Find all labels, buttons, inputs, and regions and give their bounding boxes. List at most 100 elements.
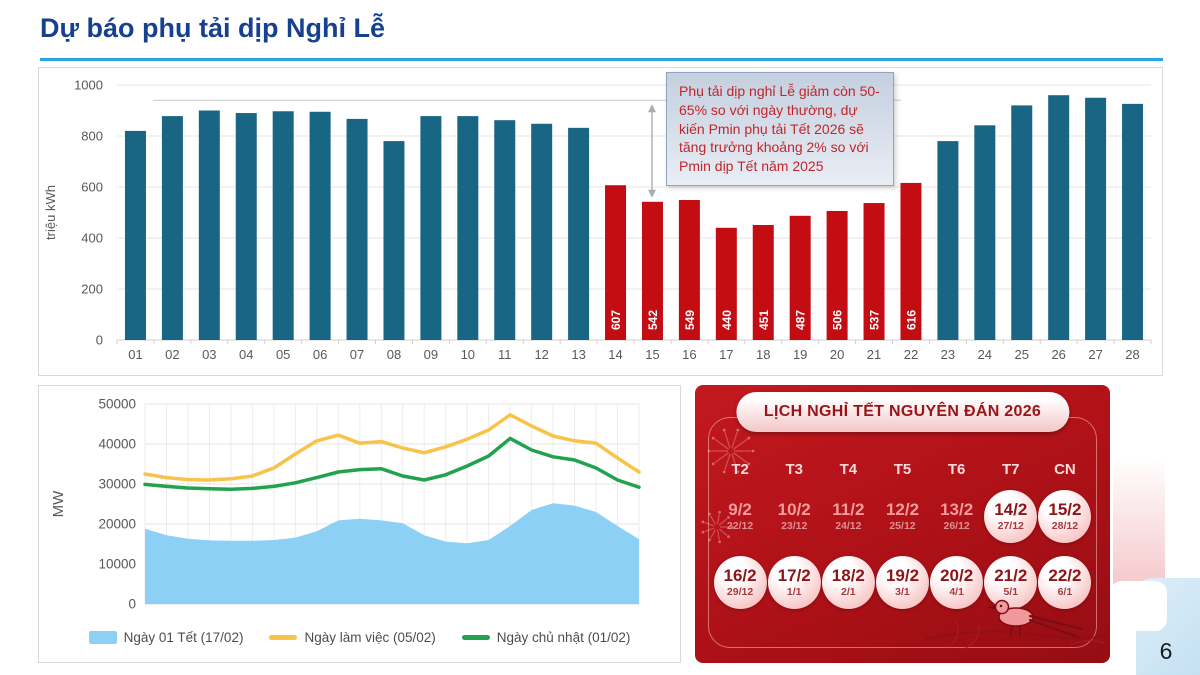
range-arrow-icon bbox=[648, 104, 656, 198]
svg-text:0: 0 bbox=[128, 597, 136, 612]
bar-28 bbox=[1122, 103, 1144, 340]
svg-text:27: 27 bbox=[1088, 347, 1102, 362]
bar-12 bbox=[531, 123, 553, 340]
chart-legend: Ngày 01 Tết (17/02) Ngày làm việc (05/02)… bbox=[39, 614, 680, 660]
bar-value-label: 542 bbox=[646, 310, 660, 330]
legend-item-0: Ngày 01 Tết (17/02) bbox=[88, 629, 244, 645]
svg-text:04: 04 bbox=[239, 347, 253, 362]
lunar-date: 4/1 bbox=[949, 585, 964, 598]
annotation-callout: Phụ tải dịp nghỉ Lễ giảm còn 50-65% so v… bbox=[666, 72, 894, 186]
day-header-t7: T7 bbox=[1002, 460, 1020, 478]
calendar-cell-11-2: 11/2 24/12 bbox=[821, 483, 875, 549]
fireworks-icon bbox=[701, 399, 772, 544]
calendar-cell-13-2: 13/2 26/12 bbox=[930, 483, 984, 549]
solar-date: 18/2 bbox=[831, 566, 865, 586]
solar-date: 17/2 bbox=[777, 566, 811, 586]
solar-date: 12/2 bbox=[885, 500, 920, 520]
lunar-date: 1/1 bbox=[786, 585, 802, 598]
bar-18 bbox=[752, 224, 774, 340]
bar-03 bbox=[198, 110, 220, 340]
day-header-t4: T4 bbox=[839, 460, 858, 478]
series-line bbox=[143, 413, 641, 482]
calendar-cell-22-2: 22/2 6/1 bbox=[1038, 549, 1092, 615]
solar-date: 16/2 bbox=[723, 566, 757, 586]
bar-11 bbox=[494, 120, 516, 340]
svg-text:10: 10 bbox=[461, 347, 475, 362]
svg-text:26: 26 bbox=[1051, 347, 1065, 362]
lunar-date: 28/12 bbox=[1051, 519, 1079, 532]
svg-text:50000: 50000 bbox=[98, 397, 136, 412]
legend-swatch bbox=[88, 630, 117, 644]
bar-04 bbox=[235, 113, 257, 340]
page-title: Dự báo phụ tải dịp Nghỉ Lễ bbox=[40, 13, 386, 43]
legend-swatch bbox=[269, 634, 298, 640]
day-header-t3: T3 bbox=[785, 460, 803, 478]
calendar-title-pill: LỊCH NGHỈ TẾT NGUYÊN ĐÁN 2026 bbox=[735, 392, 1070, 432]
svg-text:13: 13 bbox=[571, 347, 585, 362]
calendar-cell-16-2: 16/2 29/12 bbox=[713, 549, 767, 615]
calendar-cell-18-2: 18/2 2/1 bbox=[821, 549, 875, 615]
solar-date: 14/2 bbox=[994, 500, 1028, 520]
load-profile-chart-panel: 0 10000 20000 30000 40000 50000 MW Ngày 01 Tết… bbox=[38, 385, 681, 663]
bar-09 bbox=[420, 116, 442, 340]
legend-label: Ngày làm việc (05/02) bbox=[304, 629, 436, 645]
svg-text:19: 19 bbox=[793, 347, 807, 362]
lunar-date: 26/12 bbox=[943, 519, 970, 532]
bar-23 bbox=[937, 141, 959, 340]
svg-text:23: 23 bbox=[941, 347, 955, 362]
svg-text:25: 25 bbox=[1015, 347, 1029, 362]
svg-text:22: 22 bbox=[904, 347, 918, 362]
calendar-cell-14-2: 14/2 27/12 bbox=[984, 483, 1038, 549]
solar-date: 19/2 bbox=[885, 566, 920, 586]
bar-value-label: 549 bbox=[683, 310, 697, 330]
day-header-t6: T6 bbox=[947, 460, 966, 478]
svg-text:600: 600 bbox=[81, 180, 103, 195]
svg-text:1000: 1000 bbox=[74, 78, 103, 93]
legend-item-2: Ngày chủ nhật (01/02) bbox=[461, 629, 631, 645]
lunar-date: 5/1 bbox=[1003, 585, 1019, 598]
legend-item-1: Ngày làm việc (05/02) bbox=[269, 629, 436, 645]
series-area bbox=[145, 503, 639, 604]
svg-text:20000: 20000 bbox=[98, 517, 136, 532]
bar-08 bbox=[383, 141, 405, 340]
bar-24 bbox=[974, 125, 996, 340]
svg-text:01: 01 bbox=[128, 347, 142, 362]
calendar-cell-10-2: 10/2 23/12 bbox=[767, 483, 821, 549]
bar-27 bbox=[1085, 97, 1107, 340]
solar-date: 9/2 bbox=[728, 500, 752, 520]
svg-text:24: 24 bbox=[978, 347, 992, 362]
calendar-cell-17-2: 17/2 1/1 bbox=[767, 549, 821, 615]
svg-text:05: 05 bbox=[276, 347, 290, 362]
bar-01 bbox=[124, 130, 146, 340]
y-axis-label: triệu kWh bbox=[43, 185, 58, 240]
page-number: 6 bbox=[1159, 638, 1173, 664]
legend-label: Ngày 01 Tết (17/02) bbox=[123, 629, 244, 645]
solar-date: 20/2 bbox=[940, 566, 974, 586]
svg-text:12: 12 bbox=[534, 347, 548, 362]
bar-20 bbox=[826, 210, 848, 340]
x-labels: 01 02 03 04 05 06 07 08 09 10 11 12 13 14 15 16 17 18 19 20… bbox=[128, 347, 1140, 362]
svg-text:16: 16 bbox=[682, 347, 696, 362]
svg-text:03: 03 bbox=[202, 347, 216, 362]
svg-text:28: 28 bbox=[1125, 347, 1139, 362]
lunar-date: 3/1 bbox=[895, 585, 910, 598]
calendar-cell-20-2: 20/2 4/1 bbox=[930, 549, 984, 615]
y-axis-label: MW bbox=[50, 490, 67, 517]
lunar-date: 6/1 bbox=[1057, 585, 1073, 598]
svg-text:200: 200 bbox=[81, 282, 103, 297]
day-header-t5: T5 bbox=[893, 460, 912, 478]
bar-value-label: 607 bbox=[609, 310, 623, 330]
bar-value-label: 451 bbox=[757, 310, 771, 330]
bar-16 bbox=[678, 200, 700, 340]
calendar-cell-15-2: 15/2 28/12 bbox=[1038, 483, 1092, 549]
bird-icon bbox=[925, 599, 1109, 650]
bar-17 bbox=[715, 227, 737, 340]
bar-value-label: 616 bbox=[904, 310, 918, 330]
legend-label: Ngày chủ nhật (01/02) bbox=[496, 629, 631, 645]
solar-date: 10/2 bbox=[777, 500, 811, 520]
bar-value-label: 537 bbox=[868, 310, 882, 330]
solar-date: 13/2 bbox=[940, 500, 974, 520]
bar-13 bbox=[568, 127, 590, 340]
bar-value-label: 440 bbox=[720, 310, 734, 330]
svg-text:15: 15 bbox=[645, 347, 659, 362]
